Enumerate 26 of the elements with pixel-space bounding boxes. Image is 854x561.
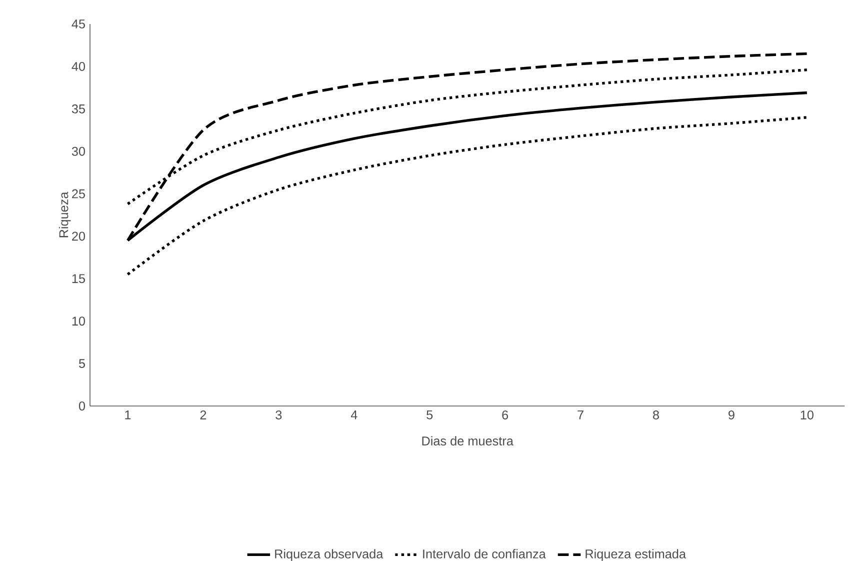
x-tick-label: 2	[200, 410, 206, 420]
y-tick-label: 20	[72, 232, 86, 241]
x-tick-label: 8	[653, 410, 659, 420]
x-tick-label: 5	[426, 410, 433, 420]
x-tick-label: 4	[350, 410, 358, 420]
legend-label: Riqueza estimada	[586, 549, 686, 561]
legend-label: Riqueza observada	[275, 549, 384, 561]
x-tick-label: 7	[578, 410, 584, 420]
x-tick-label: 6	[502, 410, 508, 420]
x-tick-label: 9	[728, 410, 734, 420]
y-axis-title: Riqueza	[58, 192, 71, 238]
y-tick-label: 15	[72, 274, 85, 284]
legend-label: Intervalo de confianza	[423, 549, 546, 558]
y-tick-label: 35	[72, 104, 85, 114]
line-series	[126, 116, 808, 276]
x-tick-label: 10	[800, 410, 814, 420]
y-tick-label: 5	[78, 359, 85, 368]
y-tick-label: 0	[78, 402, 86, 410]
y-tick-label: 30	[72, 146, 86, 156]
y-tick-label: 45	[72, 20, 85, 28]
x-tick-label: 3	[276, 410, 282, 420]
x-tick-label: 1	[125, 410, 131, 420]
y-tick-label: 25	[72, 189, 85, 198]
x-axis-title: Dias de muestra	[422, 436, 514, 446]
y-tick-label: 40	[72, 62, 86, 71]
y-tick-label: 10	[72, 316, 86, 326]
